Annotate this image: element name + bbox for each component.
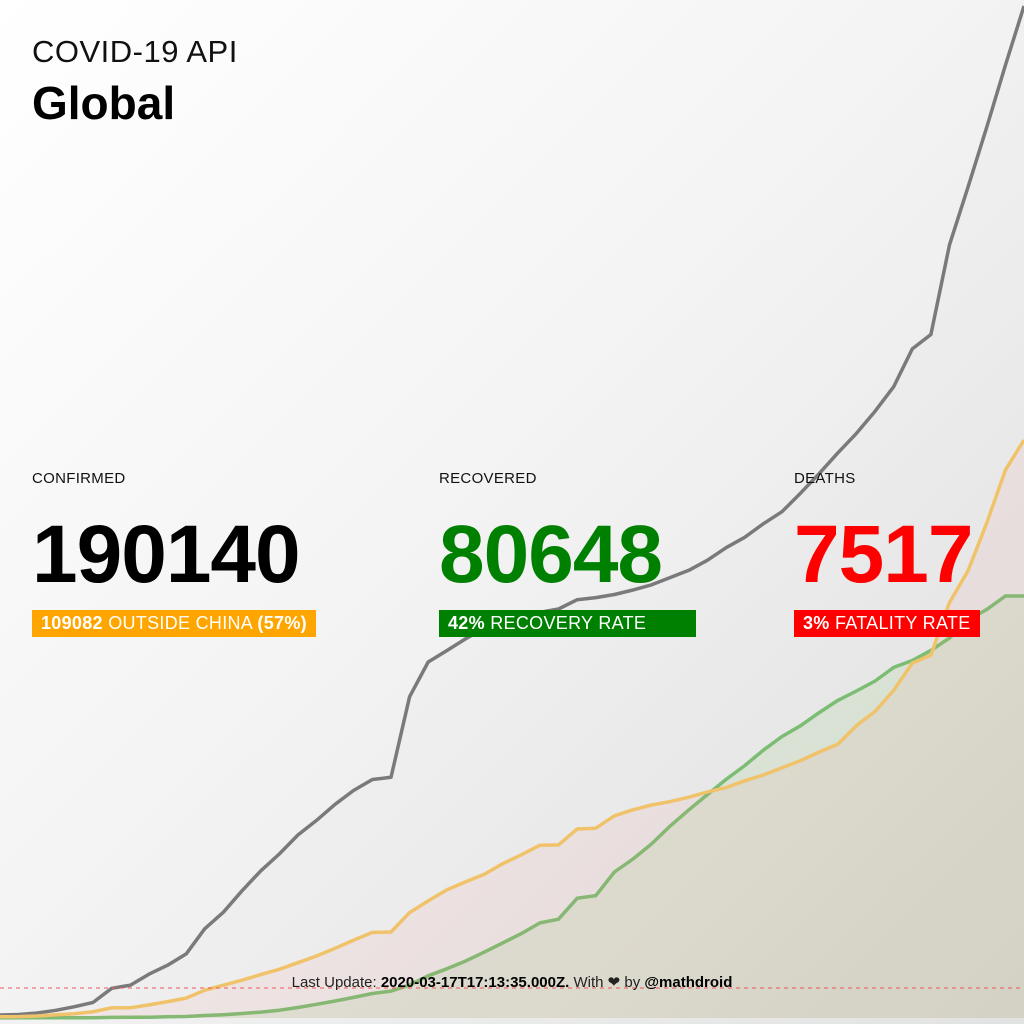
confirmed-stat: CONFIRMED 190140 109082 OUTSIDE CHINA (5…	[32, 470, 316, 637]
footer: Last Update: 2020-03-17T17:13:35.000Z. W…	[0, 973, 1024, 991]
fatality-rate-badge: 3% FATALITY RATE	[794, 610, 980, 637]
series-0-area	[0, 6, 1024, 1018]
recovery-rate-text: RECOVERY RATE	[490, 613, 647, 633]
deaths-value: 7517	[794, 509, 973, 600]
recovered-stat: RECOVERED 80648 42% RECOVERY RATE	[439, 470, 697, 637]
author-link[interactable]: @mathdroid	[644, 974, 733, 991]
series-1-area	[0, 440, 1024, 1018]
recovery-rate-badge: 42% RECOVERY RATE	[439, 610, 697, 637]
api-title: COVID-19 API	[32, 34, 238, 69]
last-update-timestamp: 2020-03-17T17:13:35.000Z.	[380, 974, 570, 991]
recovery-rate-value: 42%	[448, 613, 485, 633]
fatality-rate-value: 3%	[803, 613, 830, 633]
outside-china-pct: (57%)	[257, 613, 307, 633]
series-2-line	[0, 594, 1024, 1020]
recovered-label: RECOVERED	[439, 470, 537, 487]
deaths-stat: DEATHS 7517 3% FATALITY RATE	[794, 470, 980, 637]
series-2-area	[0, 596, 1024, 1018]
deaths-label: DEATHS	[794, 470, 856, 487]
series-1-line	[0, 439, 1024, 1019]
with-text: With	[573, 974, 604, 991]
recovered-value: 80648	[439, 509, 663, 600]
outside-china-count: 109082	[41, 613, 103, 633]
fatality-rate-text: FATALITY RATE	[834, 613, 971, 633]
header: COVID-19 API Global	[32, 34, 238, 130]
confirmed-label: CONFIRMED	[32, 470, 126, 487]
heart-icon: ❤	[607, 974, 621, 991]
by-text: by	[624, 974, 641, 991]
region-title: Global	[32, 77, 176, 129]
outside-china-badge: 109082 OUTSIDE CHINA (57%)	[32, 610, 316, 637]
outside-china-text: OUTSIDE CHINA	[108, 613, 253, 633]
last-update-label: Last Update:	[291, 974, 377, 991]
confirmed-value: 190140	[32, 509, 301, 600]
